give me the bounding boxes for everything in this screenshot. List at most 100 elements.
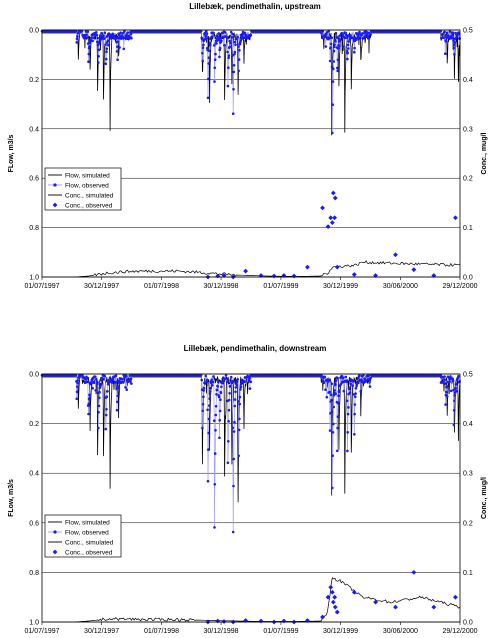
point-flow-observed — [104, 57, 108, 61]
point-flow-observed — [332, 67, 335, 71]
point-flow-observed — [226, 84, 230, 88]
point-conc-observed — [305, 264, 310, 270]
point-flow-observed — [440, 36, 443, 40]
point-flow-observed — [336, 47, 340, 50]
point-flow-observed — [331, 431, 335, 434]
point-flow-observed — [218, 46, 222, 50]
point-flow-observed — [84, 381, 87, 384]
point-flow-observed — [222, 379, 226, 383]
point-flow-observed — [363, 377, 367, 380]
point-flow-observed — [232, 70, 236, 74]
point-flow-observed — [212, 44, 216, 47]
point-flow-observed — [219, 391, 223, 395]
point-flow-observed — [97, 411, 100, 414]
series-line-flow-simulated — [42, 375, 461, 503]
point-flow-observed — [206, 408, 209, 412]
point-flow-observed — [444, 382, 447, 385]
point-flow-observed — [249, 380, 253, 384]
point-flow-observed — [75, 41, 78, 44]
point-flow-observed — [130, 36, 133, 40]
point-flow-observed — [454, 386, 458, 390]
point-flow-observed — [96, 381, 99, 384]
x-tick-label: 01/07/1998 — [144, 628, 179, 635]
point-flow-observed — [95, 33, 99, 37]
point-flow-observed — [324, 35, 327, 39]
point-flow-observed — [208, 41, 212, 45]
point-flow-observed — [204, 34, 207, 38]
point-conc-observed — [325, 224, 331, 230]
point-flow-observed — [217, 38, 221, 42]
point-flow-observed — [217, 381, 220, 384]
point-flow-observed — [201, 59, 204, 63]
left-axis-label: FLow, m3/s — [8, 479, 15, 517]
point-conc-observed — [330, 190, 336, 196]
point-flow-observed — [328, 59, 332, 63]
right-axis-ticks: 0.5 0.4 0.3 0.2 0.1 0.0 — [463, 28, 473, 282]
point-flow-observed — [115, 408, 119, 412]
point-flow-observed — [108, 380, 111, 384]
point-conc-observed — [328, 215, 334, 221]
point-flow-observed — [130, 382, 133, 385]
point-flow-observed — [202, 43, 205, 47]
point-flow-observed — [231, 112, 235, 115]
point-flow-observed — [97, 55, 100, 58]
point-flow-observed — [207, 77, 210, 81]
point-flow-observed — [331, 454, 335, 458]
point-flow-observed — [114, 34, 117, 38]
series-line-conc-simulated — [75, 260, 461, 278]
point-conc-observed — [373, 273, 378, 278]
legend-box — [44, 167, 122, 211]
legend-marker — [52, 549, 58, 555]
point-flow-observed — [334, 31, 338, 35]
point-flow-observed — [358, 30, 361, 34]
point-flow-observed — [359, 389, 363, 393]
point-flow-observed — [453, 41, 457, 44]
point-flow-observed — [451, 36, 455, 40]
point-flow-observed — [451, 31, 455, 34]
point-flow-observed — [106, 390, 109, 393]
point-conc-observed — [221, 619, 227, 624]
point-flow-observed — [213, 526, 216, 529]
point-flow-observed — [97, 48, 101, 51]
point-flow-observed — [439, 381, 443, 384]
point-flow-observed — [116, 394, 119, 398]
point-flow-observed — [114, 37, 118, 40]
point-flow-observed — [204, 374, 207, 378]
right-tick-label: 0.0 — [463, 620, 473, 627]
point-flow-observed — [329, 393, 333, 397]
legend-marker — [53, 530, 57, 534]
point-flow-observed — [218, 436, 221, 440]
point-flow-observed — [356, 381, 360, 384]
left-tick-label: 0.0 — [29, 28, 39, 35]
point-flow-observed — [332, 422, 335, 426]
point-flow-observed — [457, 374, 460, 378]
left-tick-label: 1.0 — [29, 275, 39, 282]
point-flow-observed — [442, 36, 445, 39]
point-flow-observed — [228, 392, 231, 395]
point-flow-observed — [337, 394, 340, 398]
point-flow-observed — [442, 378, 446, 381]
point-flow-observed — [217, 32, 221, 35]
point-flow-observed — [95, 31, 98, 34]
grid-lines — [42, 29, 460, 278]
point-flow-observed — [202, 389, 205, 392]
point-flow-observed — [219, 36, 222, 40]
point-flow-observed — [362, 36, 365, 40]
point-flow-observed — [356, 35, 360, 38]
point-flow-observed — [451, 379, 455, 382]
point-flow-observed — [201, 46, 205, 49]
legend-box — [44, 514, 122, 558]
point-flow-observed — [98, 396, 101, 400]
plot-frame — [41, 373, 461, 623]
point-flow-observed — [231, 380, 234, 383]
point-conc-observed — [431, 604, 437, 610]
point-flow-observed — [210, 35, 214, 39]
point-conc-observed — [332, 195, 338, 201]
point-flow-observed — [347, 40, 351, 43]
right-axis-label: Conc., mug/l — [481, 477, 488, 519]
point-flow-observed — [346, 43, 350, 47]
point-flow-observed — [454, 383, 458, 386]
point-flow-observed — [219, 398, 222, 402]
point-flow-observed — [445, 31, 449, 34]
plot-area — [40, 373, 462, 625]
